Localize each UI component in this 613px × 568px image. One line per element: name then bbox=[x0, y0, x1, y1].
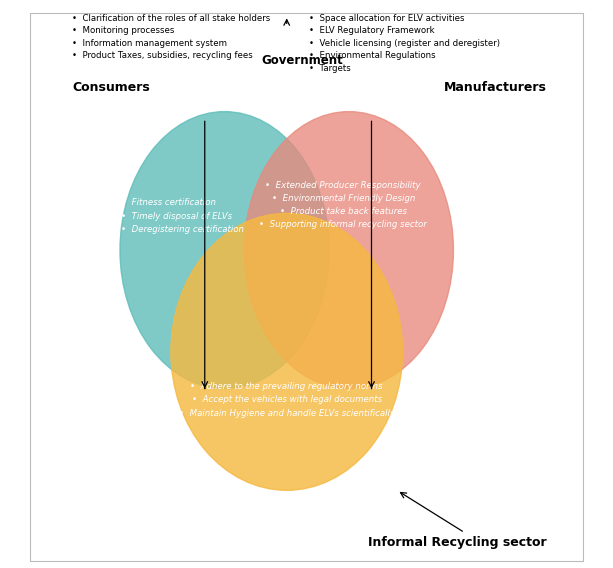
Text: Government: Government bbox=[261, 54, 343, 67]
Text: •  Clarification of the roles of all stake holders
•  Monitoring processes
•  In: • Clarification of the roles of all stak… bbox=[72, 14, 270, 60]
Text: Consumers: Consumers bbox=[72, 81, 150, 94]
Text: •  Adhere to the prevailing regulatory norms
•  Accept the vehicles with legal d: • Adhere to the prevailing regulatory no… bbox=[179, 382, 395, 417]
Ellipse shape bbox=[120, 111, 329, 389]
Text: •  Extended Producer Responsibility
•  Environmental Friendly Design
•  Product : • Extended Producer Responsibility • Env… bbox=[259, 181, 427, 229]
Text: •  Space allocation for ELV activities
•  ELV Regulatory Framework
•  Vehicle li: • Space allocation for ELV activities • … bbox=[310, 14, 500, 73]
Text: Informal Recycling sector: Informal Recycling sector bbox=[368, 536, 547, 549]
Text: •  Fitness certification
•  Timely disposal of ELVs
•  Deregistering certificati: • Fitness certification • Timely disposa… bbox=[121, 198, 243, 234]
Ellipse shape bbox=[245, 111, 454, 389]
Text: Manufacturers: Manufacturers bbox=[444, 81, 547, 94]
Ellipse shape bbox=[171, 214, 403, 490]
